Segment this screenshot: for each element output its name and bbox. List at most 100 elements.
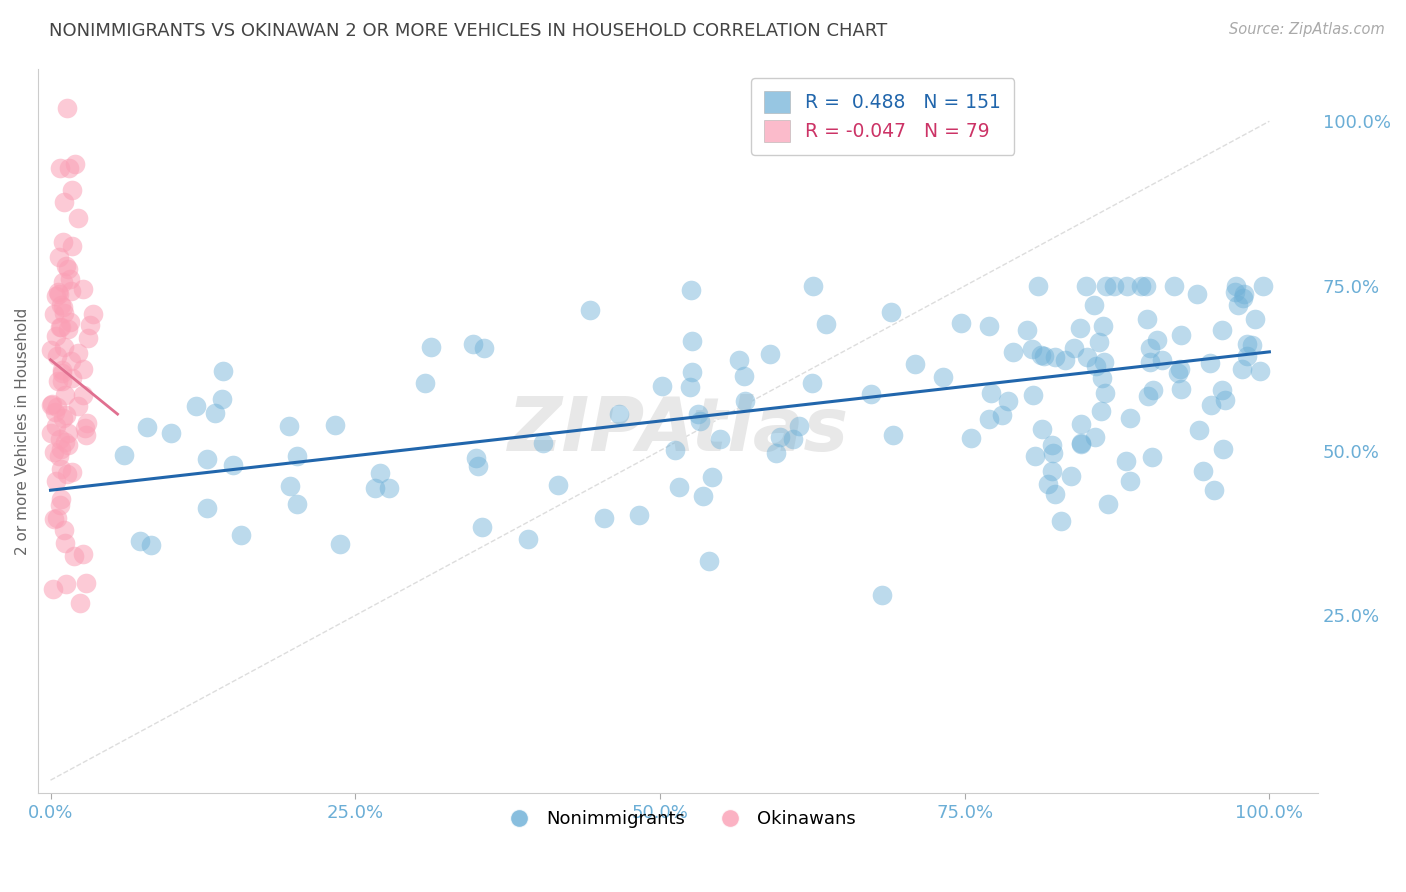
Point [1076,279,1098,293]
Point [53,523,76,537]
Point [1142,383,1164,397]
Point [1163,279,1185,293]
Point [48,250,70,264]
Text: ZIPAtlas: ZIPAtlas [508,394,849,467]
Point [46,400,69,414]
Point [980,386,1002,401]
Point [66,346,89,360]
Point [960,431,983,445]
Point [1211,383,1233,397]
Point [51,374,73,388]
Point [52,195,75,210]
Point [60,354,83,368]
Point [1227,298,1250,312]
Point [49,320,72,334]
Point [467,459,489,474]
Point [1070,437,1092,451]
Point [55,577,77,591]
Point [63,549,86,564]
Point [58,261,80,276]
Point [44,474,66,488]
Point [1042,464,1064,478]
Point [1119,475,1142,489]
Point [329,537,352,551]
Point [765,446,787,460]
Point [882,427,904,442]
Point [607,407,630,421]
Point [1097,497,1119,511]
Point [517,533,540,547]
Point [53,536,76,550]
Point [1085,359,1108,374]
Point [65,157,87,171]
Point [801,279,824,293]
Point [49,432,72,446]
Point [1249,363,1271,377]
Point [1116,279,1139,293]
Point [60,239,83,253]
Point [278,479,301,493]
Point [1002,345,1025,359]
Point [1031,422,1053,436]
Point [368,467,391,481]
Point [79,318,101,333]
Point [1088,334,1111,349]
Point [285,497,308,511]
Point [72,282,94,296]
Text: Source: ZipAtlas.com: Source: ZipAtlas.com [1229,22,1385,37]
Point [48,287,70,301]
Point [1084,430,1107,444]
Point [997,393,1019,408]
Point [1069,321,1091,335]
Point [1049,515,1071,529]
Point [51,492,73,507]
Point [1040,438,1063,452]
Point [880,305,903,319]
Point [1094,385,1116,400]
Point [75,427,97,442]
Point [53,388,76,402]
Point [1043,350,1066,364]
Point [42,582,65,596]
Legend: Nonimmigrants, Okinawans: Nonimmigrants, Okinawans [494,803,863,835]
Point [531,436,554,450]
Point [76,416,98,430]
Point [1167,367,1189,381]
Point [734,393,756,408]
Point [51,235,73,249]
Point [1135,279,1157,293]
Point [1115,454,1137,468]
Point [1129,279,1152,293]
Point [212,364,235,378]
Point [44,512,66,526]
Point [1092,355,1115,369]
Point [1185,286,1208,301]
Point [52,275,75,289]
Point [53,434,76,449]
Point [49,320,72,334]
Point [45,349,67,363]
Point [67,399,90,413]
Point [278,418,301,433]
Point [51,366,73,380]
Point [72,547,94,561]
Point [1236,349,1258,363]
Point [1083,298,1105,312]
Point [52,306,75,320]
Point [1070,417,1092,431]
Point [45,419,67,434]
Point [39,398,62,412]
Point [733,368,755,383]
Point [46,511,69,525]
Point [668,480,690,494]
Point [72,362,94,376]
Point [1170,328,1192,343]
Point [1188,423,1211,437]
Point [1070,435,1092,450]
Point [1233,286,1256,301]
Point [1198,356,1220,370]
Point [1136,312,1159,326]
Point [1139,355,1161,369]
Point [727,352,749,367]
Point [1199,399,1222,413]
